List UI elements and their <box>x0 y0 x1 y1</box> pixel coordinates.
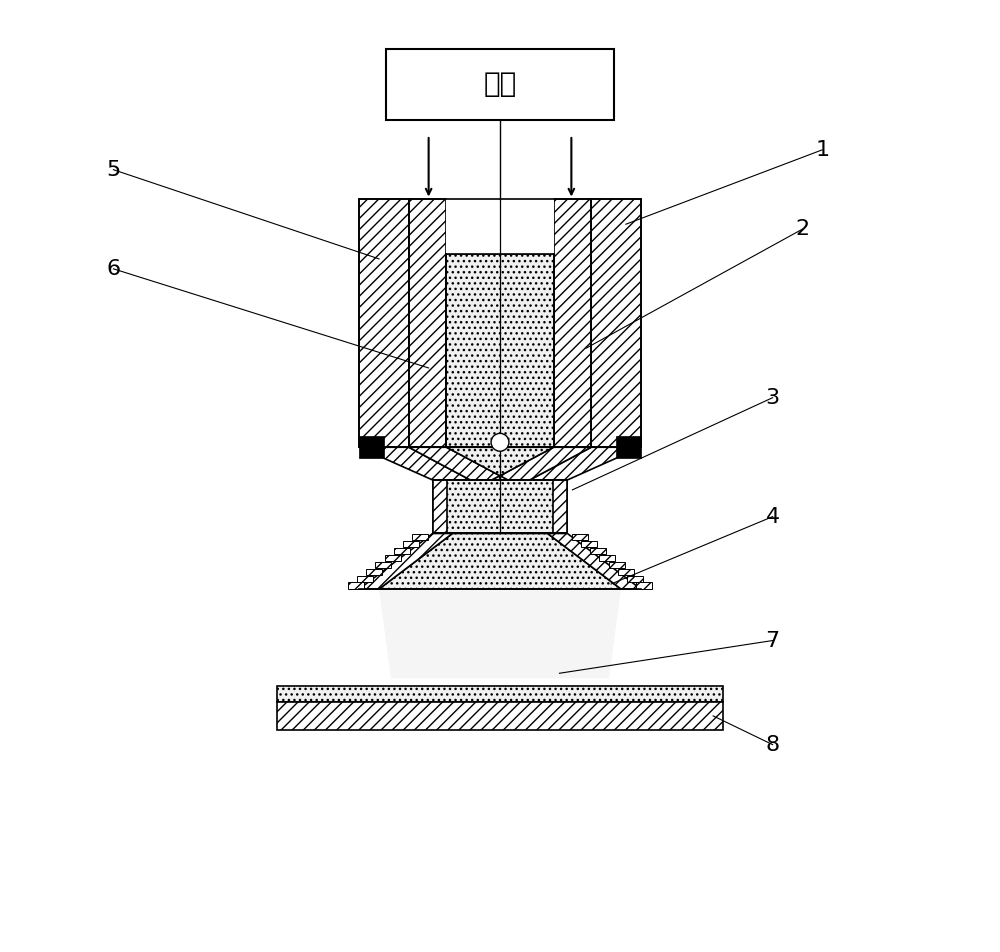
Bar <box>394 547 410 554</box>
Bar <box>385 555 401 561</box>
Bar <box>616 436 641 458</box>
Bar <box>591 199 641 447</box>
Bar <box>636 583 652 588</box>
Bar <box>375 562 391 567</box>
Bar <box>433 480 567 533</box>
Text: 4: 4 <box>766 506 780 526</box>
Polygon shape <box>359 533 452 589</box>
Polygon shape <box>409 447 508 480</box>
Bar <box>446 199 554 254</box>
Polygon shape <box>548 533 641 589</box>
Circle shape <box>491 433 509 451</box>
Polygon shape <box>492 447 591 480</box>
Bar <box>359 436 384 458</box>
Text: 3: 3 <box>766 387 780 407</box>
Bar <box>357 576 373 582</box>
Bar <box>366 568 382 575</box>
Bar <box>627 576 643 582</box>
Bar <box>412 534 428 540</box>
Bar <box>618 568 634 575</box>
Bar <box>554 199 591 447</box>
Bar <box>386 49 614 120</box>
Bar <box>433 480 447 533</box>
Text: 6: 6 <box>106 259 120 279</box>
Bar <box>409 199 446 447</box>
Bar <box>348 583 364 588</box>
Polygon shape <box>379 589 621 678</box>
Polygon shape <box>446 447 554 480</box>
Bar <box>446 254 554 447</box>
Polygon shape <box>379 533 621 589</box>
Bar <box>403 541 419 547</box>
Text: 2: 2 <box>795 219 809 239</box>
Text: 氩气: 氩气 <box>483 70 517 98</box>
Bar <box>553 480 567 533</box>
Bar <box>599 555 615 561</box>
Bar <box>609 562 625 567</box>
Text: 7: 7 <box>766 630 780 650</box>
Bar <box>359 199 409 447</box>
Polygon shape <box>359 447 470 480</box>
Text: 8: 8 <box>766 735 780 755</box>
Bar <box>277 702 723 730</box>
Bar <box>590 547 606 554</box>
Bar <box>277 686 723 702</box>
Text: 1: 1 <box>815 140 829 160</box>
Bar <box>572 534 588 540</box>
Bar <box>581 541 597 547</box>
Text: 5: 5 <box>106 160 121 180</box>
Polygon shape <box>530 447 641 480</box>
